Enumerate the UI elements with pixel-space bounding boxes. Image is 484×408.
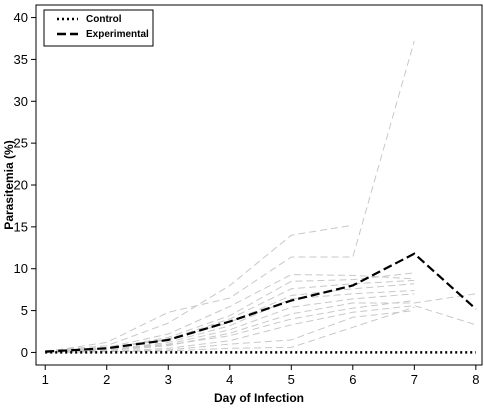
individual-series-line bbox=[45, 272, 415, 353]
legend-series-group bbox=[45, 252, 477, 354]
individual-series-line bbox=[45, 300, 415, 353]
x-axis: 1 2 3 4 5 6 7 8 bbox=[42, 365, 479, 387]
x-tick-label: 8 bbox=[472, 372, 479, 387]
legend: Control Experimental bbox=[43, 9, 154, 47]
y-tick-label: 10 bbox=[14, 261, 28, 276]
individual-series-group bbox=[45, 40, 476, 353]
x-tick-label: 7 bbox=[411, 372, 418, 387]
series-line-experimental bbox=[45, 252, 477, 353]
individual-series-line bbox=[45, 293, 476, 353]
x-tick-label: 1 bbox=[42, 372, 49, 387]
y-axis: 0 5 10 15 20 25 30 35 40 bbox=[14, 10, 36, 360]
y-tick-label: 40 bbox=[14, 10, 28, 25]
legend-box bbox=[43, 9, 154, 47]
x-tick-label: 3 bbox=[165, 372, 172, 387]
y-tick-label: 5 bbox=[21, 303, 28, 318]
x-tick-label: 2 bbox=[103, 372, 110, 387]
x-axis-title: Day of Infection bbox=[214, 391, 304, 405]
y-tick-label: 20 bbox=[14, 178, 28, 193]
x-tick-label: 4 bbox=[226, 372, 233, 387]
individual-series-line bbox=[45, 293, 415, 353]
individual-series-line bbox=[45, 224, 353, 352]
y-tick-label: 15 bbox=[14, 219, 28, 234]
individual-series-line bbox=[45, 40, 415, 353]
y-tick-label: 35 bbox=[14, 52, 28, 67]
x-tick-label: 5 bbox=[288, 372, 295, 387]
plot-frame bbox=[35, 4, 483, 366]
x-tick-label: 6 bbox=[349, 372, 356, 387]
y-tick-label: 0 bbox=[21, 345, 28, 360]
y-axis-title: Parasitemia (%) bbox=[2, 140, 16, 229]
legend-label-control: Control bbox=[86, 14, 122, 25]
legend-label-experimental: Experimental bbox=[86, 29, 149, 40]
y-tick-label: 25 bbox=[14, 136, 28, 151]
y-tick-label: 30 bbox=[14, 94, 28, 109]
